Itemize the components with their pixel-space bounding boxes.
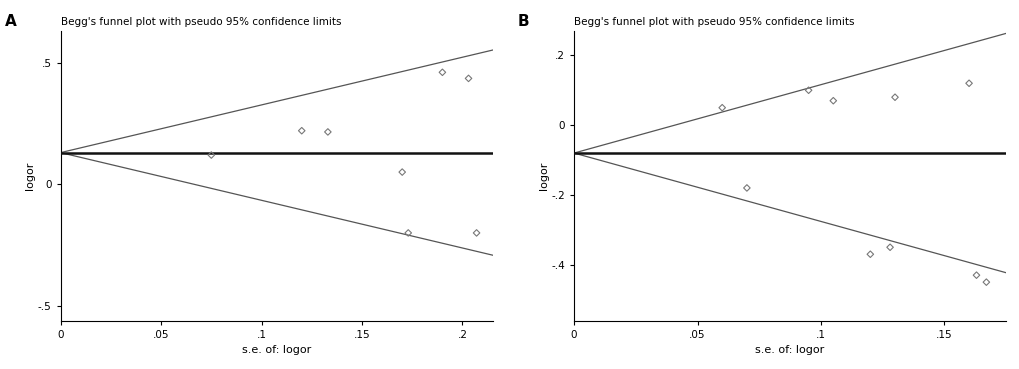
Point	[824, 98, 841, 104]
Point	[738, 185, 754, 191]
Point	[393, 169, 410, 175]
Point	[460, 75, 476, 81]
X-axis label: s.e. of: logor: s.e. of: logor	[242, 345, 311, 355]
Y-axis label: logor: logor	[538, 162, 548, 190]
Point	[713, 105, 730, 111]
Point	[800, 87, 816, 93]
Point	[468, 230, 484, 236]
Text: Begg's funnel plot with pseudo 95% confidence limits: Begg's funnel plot with pseudo 95% confi…	[60, 17, 340, 27]
Text: A: A	[4, 14, 16, 28]
Point	[960, 80, 976, 86]
Point	[203, 152, 219, 158]
Point	[319, 129, 335, 135]
Text: Begg's funnel plot with pseudo 95% confidence limits: Begg's funnel plot with pseudo 95% confi…	[574, 17, 854, 27]
Point	[399, 230, 416, 236]
Point	[434, 69, 450, 75]
Point	[881, 244, 898, 250]
Y-axis label: logor: logor	[25, 162, 35, 190]
Point	[967, 272, 983, 278]
Text: B: B	[518, 14, 529, 28]
X-axis label: s.e. of: logor: s.e. of: logor	[755, 345, 824, 355]
Point	[886, 94, 902, 100]
Point	[861, 251, 877, 257]
Point	[293, 128, 310, 134]
Point	[977, 279, 994, 285]
